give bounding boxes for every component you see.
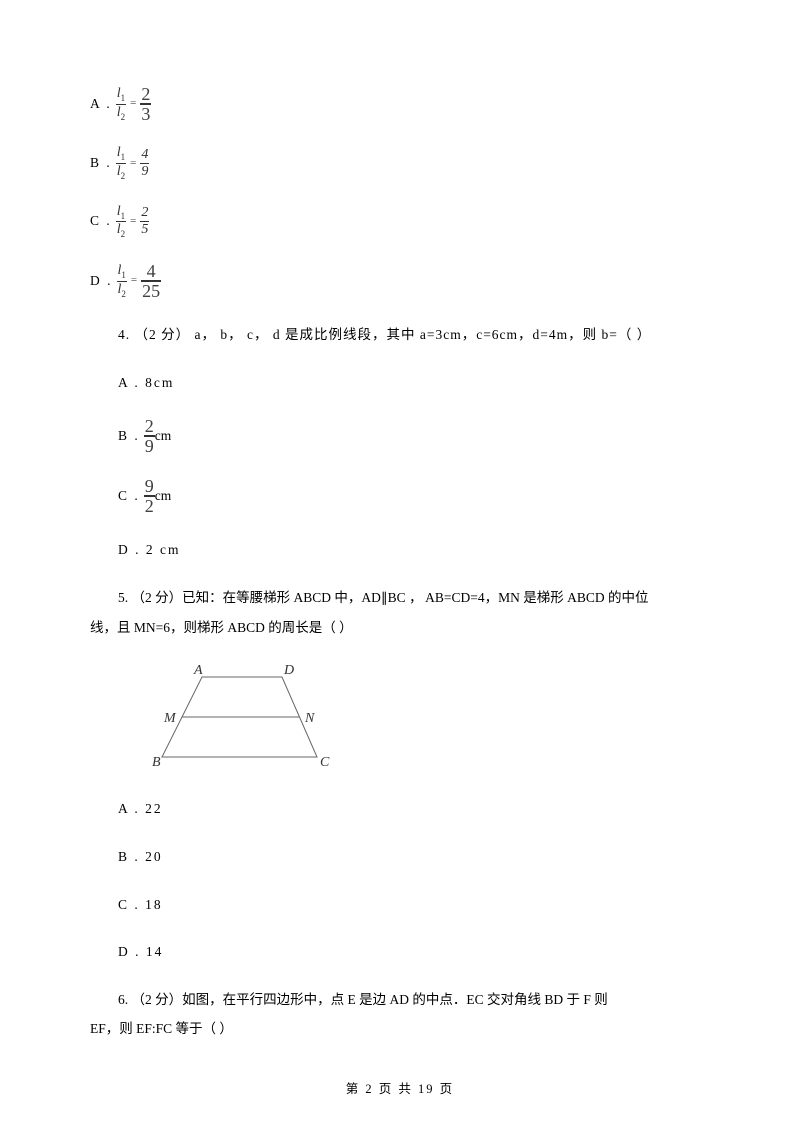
fraction-9-2: 9 2 — [144, 477, 155, 515]
option-5D: D . 14 — [90, 939, 710, 965]
unit-cm: cm — [155, 487, 172, 506]
equals-sign: = — [126, 156, 140, 171]
question-6-stem-line2: EF，则 EF:FC 等于（ ） — [90, 1016, 710, 1042]
fraction-rhs: 2 5 — [140, 205, 149, 238]
fraction-l1-l2: l1 l2 — [116, 145, 126, 182]
svg-text:C: C — [320, 755, 330, 770]
option-label: B . — [90, 154, 112, 173]
trapezoid-figure: A D M N B C — [152, 662, 710, 778]
option-5B: B . 20 — [90, 844, 710, 870]
page-footer: 第 2 页 共 19 页 — [0, 1078, 800, 1097]
question-5-stem-line2: 线，且 MN=6，则梯形 ABCD 的周长是（ ） — [90, 615, 710, 641]
svg-text:B: B — [152, 755, 161, 770]
question-5-stem-line1: 5. （2 分）已知：在等腰梯形 ABCD 中，AD∥BC ， AB=CD=4，… — [90, 585, 710, 611]
fraction-rhs: 2 3 — [140, 85, 151, 123]
fraction-rhs: 4 9 — [140, 147, 149, 180]
option-3A: A . l1 l2 = 2 3 — [90, 85, 710, 123]
unit-cm: cm — [155, 427, 172, 446]
fraction-l1-l2: l1 l2 — [116, 86, 126, 123]
svg-text:N: N — [304, 711, 315, 726]
option-4D: D . 2 cm — [90, 537, 710, 563]
option-3D: D . l1 l2 = 4 25 — [90, 262, 710, 300]
option-label: C . — [90, 212, 112, 231]
equals-sign: = — [126, 214, 140, 229]
fraction-2-9: 2 9 — [144, 417, 155, 455]
option-label: D . — [90, 272, 113, 291]
option-4C: C . 9 2 cm — [90, 477, 710, 515]
equals-sign: = — [126, 96, 140, 111]
option-5A: A . 22 — [90, 796, 710, 822]
option-4A: A . 8cm — [90, 370, 710, 396]
fraction-rhs: 4 25 — [141, 262, 161, 300]
fraction-l1-l2: l1 l2 — [116, 204, 126, 241]
question-6-stem-line1: 6. （2 分）如图，在平行四边形中，点 E 是边 AD 的中点．EC 交对角线… — [90, 987, 710, 1013]
svg-text:A: A — [193, 663, 203, 678]
option-label: A . — [90, 95, 112, 114]
fraction-l1-l2: l1 l2 — [117, 263, 127, 300]
option-label: B . — [118, 427, 140, 446]
option-3C: C . l1 l2 = 2 5 — [90, 204, 710, 241]
page-content: A . l1 l2 = 2 3 B . l1 l2 = 4 9 C . l1 l… — [90, 85, 710, 1064]
option-3B: B . l1 l2 = 4 9 — [90, 145, 710, 182]
svg-text:D: D — [283, 663, 294, 678]
equals-sign: = — [127, 273, 141, 288]
question-4-stem: 4. （2 分） a， b， c， d 是成比例线段，其中 a=3cm，c=6c… — [90, 322, 710, 348]
option-5C: C . 18 — [90, 892, 710, 918]
option-label: C . — [118, 487, 140, 506]
option-4B: B . 2 9 cm — [90, 417, 710, 455]
svg-text:M: M — [163, 711, 177, 726]
